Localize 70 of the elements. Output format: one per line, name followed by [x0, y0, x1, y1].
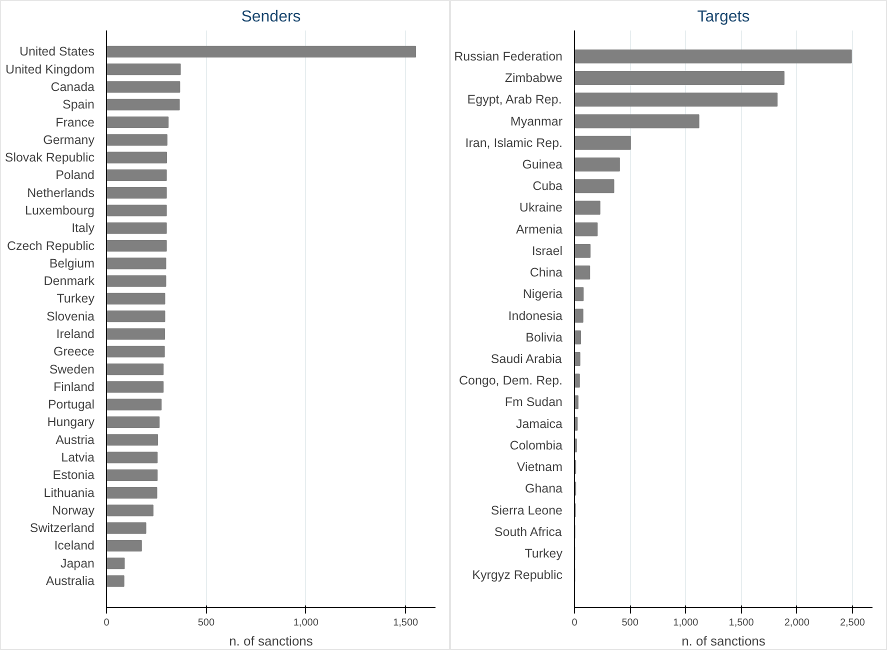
- y-tick-label: Ukraine: [519, 200, 563, 215]
- x-tick-label: 1,000: [673, 618, 699, 628]
- y-tick-label: Colombia: [510, 438, 563, 452]
- x-tick-label: 2,000: [784, 618, 810, 628]
- x-tick-label: 1,500: [393, 618, 419, 628]
- y-tick-label: Fm Sudan: [504, 395, 563, 410]
- x-tick-label: 1,500: [728, 618, 754, 628]
- y-tick-label: China: [530, 266, 563, 280]
- y-tick-label: Jamaica: [516, 416, 563, 431]
- y-tick-label: Myanmar: [510, 114, 562, 128]
- x-tick-label: 500: [198, 618, 215, 628]
- y-tick-label: Slovak Republic: [4, 150, 95, 165]
- y-tick-label: Iran, Islamic Rep.: [465, 136, 563, 150]
- y-tick-label: Iceland: [54, 538, 95, 553]
- x-axis-title: n. of sanctions: [682, 634, 766, 648]
- y-tick-label: Italy: [72, 221, 96, 236]
- y-tick-label: Switzerland: [30, 521, 95, 536]
- y-tick-label: Hungary: [47, 415, 96, 430]
- y-tick-label: Turkey: [524, 546, 564, 560]
- y-tick-label: Japan: [60, 556, 95, 570]
- y-tick-label: Austria: [56, 432, 95, 447]
- y-tick-label: Netherlands: [27, 186, 95, 200]
- y-tick-label: Slovenia: [46, 309, 95, 324]
- y-tick-label: Egypt, Arab Rep.: [467, 92, 562, 107]
- y-tick-label: Lithuania: [44, 486, 95, 500]
- x-tick-label: 1,000: [293, 618, 319, 628]
- y-tick-label: Zimbabwe: [504, 71, 563, 86]
- y-tick-label: Czech Republic: [6, 238, 95, 253]
- y-tick-label: Luxembourg: [25, 203, 95, 218]
- y-tick-label: Ghana: [524, 482, 563, 496]
- y-tick-label: Germany: [43, 132, 96, 147]
- x-tick-label: 2,500: [840, 618, 866, 628]
- y-tick-label: Vietnam: [516, 460, 563, 474]
- y-tick-label: Estonia: [52, 468, 95, 482]
- y-tick-label: Sweden: [49, 362, 95, 376]
- y-tick-label: Latvia: [61, 450, 95, 465]
- y-tick-label: Guinea: [522, 157, 563, 172]
- y-tick-label: Finland: [54, 380, 95, 394]
- y-tick-label: Kyrgyz Republic: [472, 568, 563, 582]
- x-tick-label: 0: [104, 618, 110, 628]
- y-tick-label: Australia: [46, 574, 95, 588]
- x-tick-label: 500: [622, 618, 639, 628]
- y-tick-label: Nigeria: [522, 287, 563, 302]
- y-tick-label: Saudi Arabia: [490, 352, 562, 366]
- y-tick-label: Israel: [532, 244, 563, 258]
- y-tick-label: Canada: [50, 80, 95, 94]
- y-tick-label: Cuba: [532, 179, 563, 194]
- y-tick-label: Turkey: [56, 292, 96, 306]
- y-tick-label: United Kingdom: [6, 62, 95, 76]
- y-tick-label: Bolivia: [526, 330, 563, 344]
- y-tick-label: Congo, Dem. Rep.: [458, 374, 563, 388]
- x-axis-title: n. of sanctions: [229, 634, 314, 648]
- y-tick-label: Russian Federation: [454, 49, 563, 64]
- y-tick-label: Greece: [54, 344, 95, 359]
- y-tick-label: Sierra Leone: [490, 503, 563, 518]
- chart-title: Targets: [697, 8, 750, 26]
- y-tick-label: Spain: [62, 98, 95, 112]
- y-tick-label: Denmark: [44, 274, 96, 288]
- y-tick-label: United States: [19, 44, 95, 59]
- y-tick-label: South Africa: [494, 524, 562, 539]
- chart-title: Senders: [241, 8, 301, 26]
- y-tick-label: Belgium: [49, 256, 95, 270]
- y-tick-label: Portugal: [48, 398, 95, 412]
- x-tick-label: 0: [572, 618, 578, 628]
- y-tick-label: Armenia: [516, 222, 563, 236]
- y-tick-label: France: [56, 115, 95, 130]
- y-tick-label: Indonesia: [508, 308, 563, 323]
- y-tick-label: Ireland: [56, 327, 95, 341]
- y-tick-label: Poland: [56, 168, 95, 182]
- y-tick-label: Norway: [52, 503, 96, 518]
